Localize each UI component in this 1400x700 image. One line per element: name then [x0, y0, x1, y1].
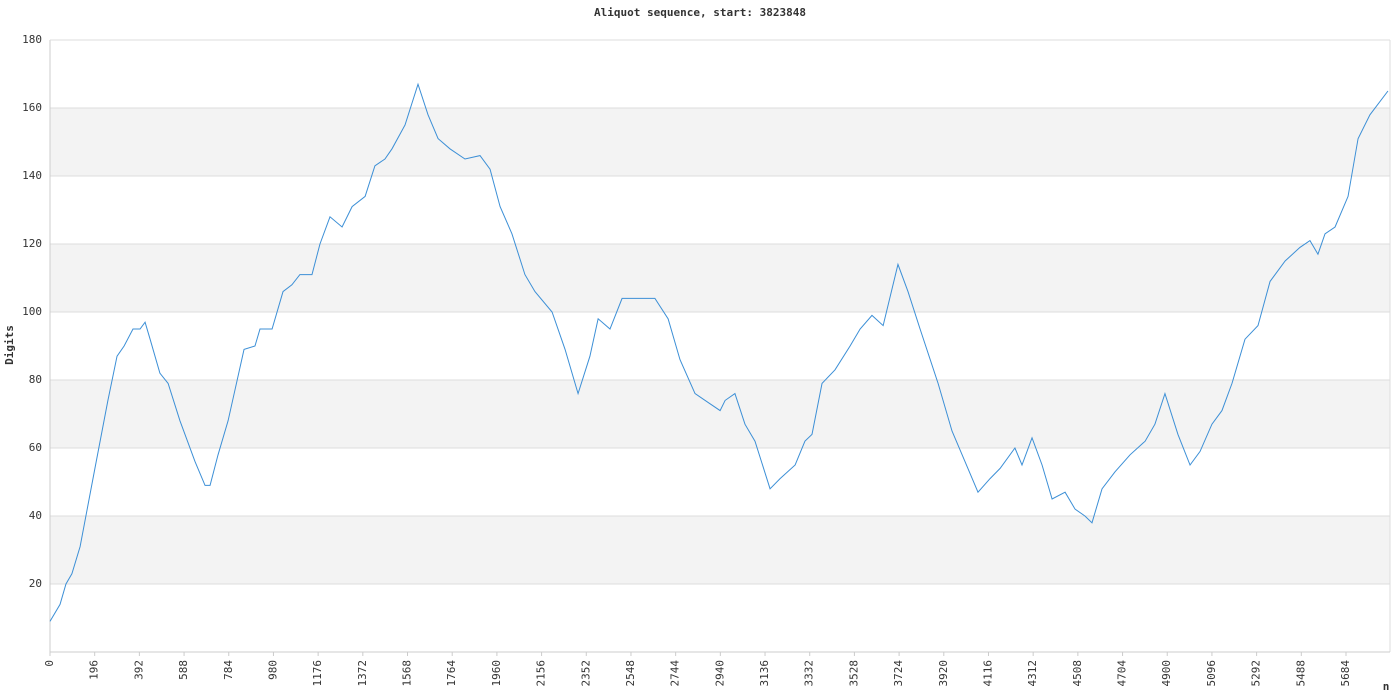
x-tick-label: 3724: [892, 660, 905, 687]
x-tick-label: 4116: [981, 660, 994, 687]
x-tick-label: 2548: [624, 660, 637, 687]
y-tick-label: 60: [29, 441, 42, 454]
x-tick-label: 4704: [1116, 660, 1129, 687]
chart-title: Aliquot sequence, start: 3823848: [594, 6, 806, 19]
x-tick-label: 2940: [713, 660, 726, 687]
y-tick-label: 40: [29, 509, 42, 522]
y-tick-label: 180: [22, 33, 42, 46]
y-axis-label: Digits: [3, 325, 16, 365]
x-tick-label: 784: [222, 660, 235, 680]
x-tick-label: 3332: [803, 660, 816, 687]
x-tick-label: 4312: [1026, 660, 1039, 687]
x-tick-label: 196: [88, 660, 101, 680]
x-tick-label: 4508: [1071, 660, 1084, 687]
x-tick-label: 2352: [579, 660, 592, 687]
x-tick-label: 0: [43, 660, 56, 667]
y-tick-label: 80: [29, 373, 42, 386]
y-tick-label: 120: [22, 237, 42, 250]
y-tick-label: 100: [22, 305, 42, 318]
band: [50, 380, 1390, 448]
x-tick-label: 2744: [669, 660, 682, 687]
x-tick-label: 2156: [535, 660, 548, 687]
line: [49, 82, 1389, 622]
x-tick-label: 1372: [356, 660, 369, 687]
y-tick-label: 20: [29, 577, 42, 590]
x-tick-label: 1176: [311, 660, 324, 687]
x-tick-label: 392: [132, 660, 145, 680]
x-tick-label: 1568: [401, 660, 414, 687]
y-tick-label: 160: [22, 101, 42, 114]
x-tick-label: 3528: [847, 660, 860, 687]
x-tick-label: 1960: [490, 660, 503, 687]
x-tick-label: 1764: [445, 660, 458, 687]
x-tick-label: 5096: [1205, 660, 1218, 687]
band: [50, 108, 1390, 176]
x-tick-label: 5292: [1250, 660, 1263, 687]
x-tick-label: 5488: [1294, 660, 1307, 687]
x-tick-label: 980: [266, 660, 279, 680]
x-tick-label: 4900: [1160, 660, 1173, 687]
y-tick-label: 140: [22, 169, 42, 182]
x-tick-label: 5684: [1339, 660, 1352, 687]
band: [50, 244, 1390, 312]
band: [50, 516, 1390, 584]
x-axis-label: n: [1383, 680, 1390, 693]
x-tick-label: 3136: [758, 660, 771, 687]
x-tick-label: 3920: [937, 660, 950, 687]
x-tick-label: 588: [177, 660, 190, 680]
